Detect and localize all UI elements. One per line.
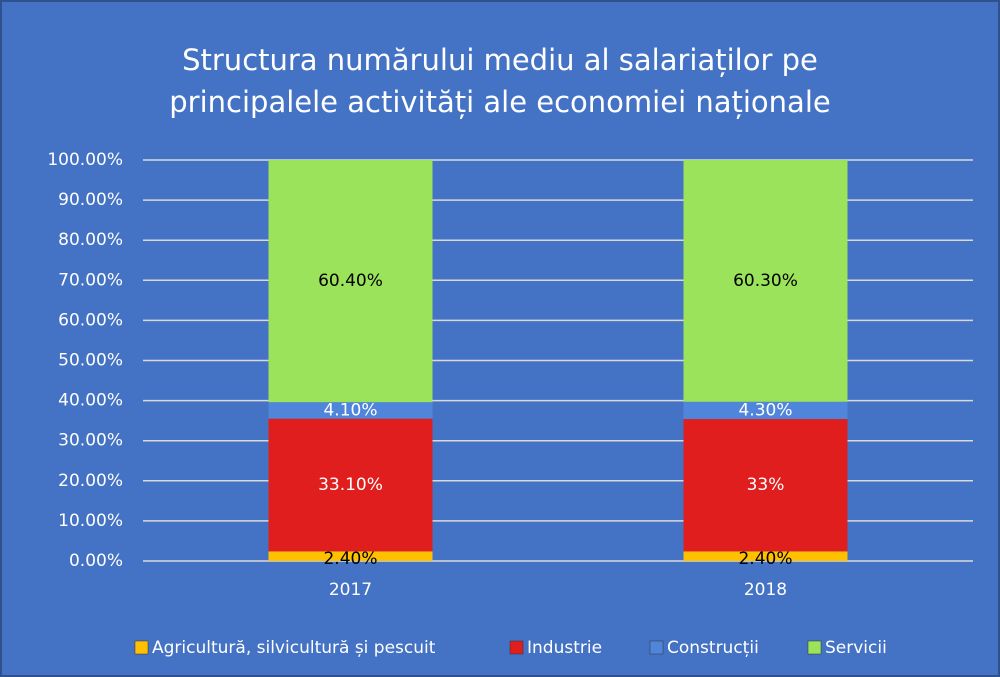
bar-segment [683, 160, 848, 402]
data-label: 4.30% [738, 400, 792, 420]
y-tick-label: 0.00% [69, 551, 123, 571]
legend-swatch [134, 640, 149, 655]
legend-swatch [649, 640, 664, 655]
chart-title: principalele activități ale economiei na… [169, 85, 830, 119]
legend-label: Agricultură, silvicultură și pescuit [152, 638, 436, 658]
legend-label: Construcții [667, 638, 759, 658]
bar-segment [268, 551, 433, 561]
y-tick-label: 70.00% [58, 270, 123, 290]
y-tick-label: 90.00% [58, 190, 123, 210]
x-tick-label: 2018 [744, 580, 787, 600]
bar-segment [683, 551, 848, 561]
y-tick-label: 40.00% [58, 391, 123, 411]
y-tick-label: 50.00% [58, 351, 123, 371]
x-tick-label: 2017 [329, 580, 372, 600]
data-label: 2.40% [323, 549, 377, 569]
y-tick-label: 20.00% [58, 471, 123, 491]
y-tick-label: 30.00% [58, 431, 123, 451]
y-tick-label: 10.00% [58, 511, 123, 531]
y-tick-label: 60.00% [58, 310, 123, 330]
bar-segment [268, 160, 433, 403]
bar-segment [683, 419, 848, 552]
data-label: 60.30% [733, 271, 798, 291]
data-label: 60.40% [318, 271, 383, 291]
bar-segment [683, 401, 848, 420]
legend-label: Industrie [527, 638, 602, 658]
legend-label: Servicii [825, 638, 887, 658]
data-label: 33% [747, 475, 785, 495]
y-tick-label: 100.00% [47, 150, 123, 170]
bar-segment [268, 402, 433, 419]
legend-swatch [807, 640, 822, 655]
legend-swatch [509, 640, 524, 655]
bar-segment [268, 418, 433, 552]
y-tick-label: 80.00% [58, 230, 123, 250]
data-label: 33.10% [318, 475, 383, 495]
data-label: 2.40% [738, 549, 792, 569]
chart-title: Structura numărului mediu al salariațilo… [182, 43, 818, 77]
data-label: 4.10% [323, 400, 377, 420]
